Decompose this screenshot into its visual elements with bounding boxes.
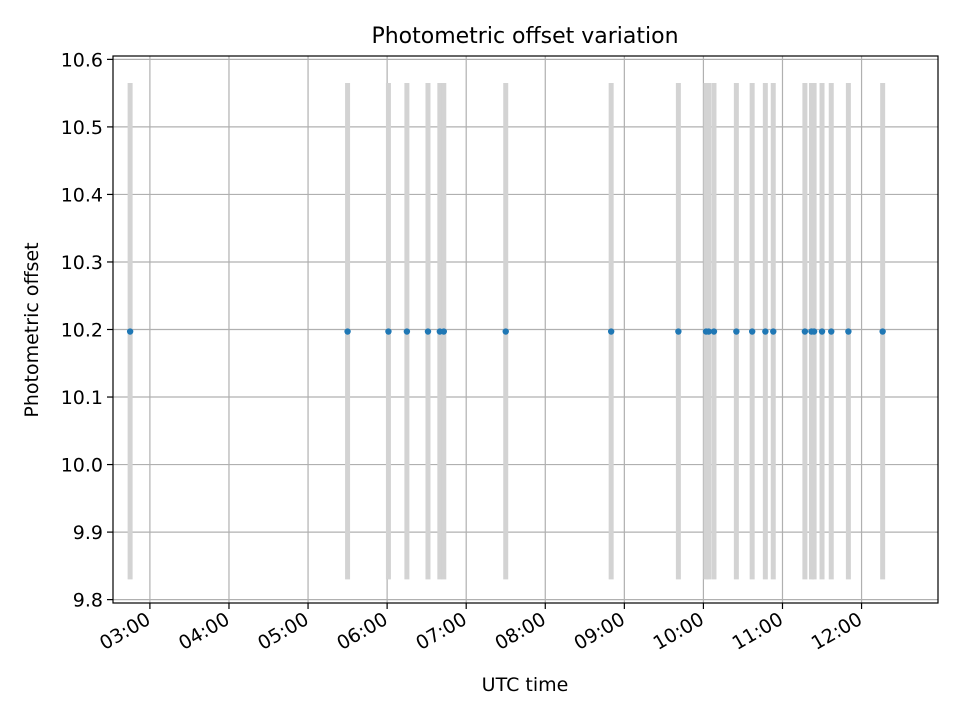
chart-title: Photometric offset variation: [371, 24, 678, 49]
y-tick-label: 10.2: [61, 320, 103, 342]
y-tick-label: 10.0: [61, 455, 103, 477]
data-point: [801, 328, 809, 335]
y-tick-label: 9.9: [73, 522, 103, 544]
data-point: [810, 328, 818, 335]
data-point: [845, 328, 852, 335]
data-point: [879, 328, 886, 335]
data-point: [828, 328, 835, 335]
x-axis-label: UTC time: [482, 674, 569, 696]
data-point: [733, 328, 740, 335]
data-point: [126, 328, 134, 335]
y-axis-ticks: 9.8 9.9 10.0 10.1 10.2 10.3 10.4 10.5 10.6: [61, 49, 113, 612]
y-tick-label: 10.3: [61, 252, 103, 274]
data-point: [710, 328, 718, 335]
data-point: [705, 328, 712, 335]
data-point: [818, 328, 826, 335]
data-points: [126, 328, 886, 335]
y-tick-label: 10.4: [61, 184, 103, 206]
data-point: [762, 328, 769, 335]
data-point: [424, 328, 432, 335]
grid-lines: [113, 56, 938, 603]
data-point: [675, 328, 682, 335]
y-tick-label: 10.5: [61, 117, 103, 139]
data-point: [385, 328, 392, 335]
y-tick-label: 10.6: [61, 49, 103, 71]
y-tick-label: 10.1: [61, 387, 103, 409]
data-point: [607, 328, 615, 335]
data-point: [748, 328, 756, 335]
data-point: [403, 328, 411, 335]
y-axis-label: Photometric offset: [21, 242, 43, 417]
data-point: [344, 328, 351, 335]
data-point: [770, 328, 777, 335]
data-point: [440, 328, 447, 335]
y-tick-label: 9.8: [73, 590, 103, 612]
data-point: [502, 328, 509, 335]
